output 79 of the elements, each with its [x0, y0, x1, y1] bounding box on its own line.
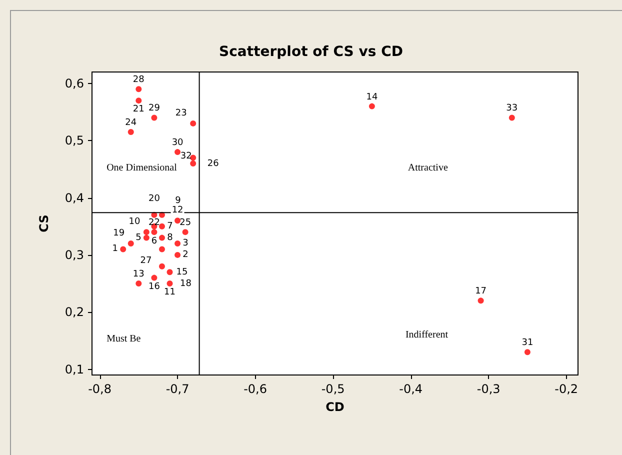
annotation: Attractive — [408, 162, 448, 174]
annotation: 7 — [167, 221, 173, 232]
point — [190, 160, 196, 166]
annotation: 24 — [125, 118, 137, 128]
annotation: 23 — [175, 108, 187, 118]
point — [136, 280, 142, 287]
point — [158, 246, 165, 252]
point — [151, 229, 158, 236]
annotation: 3 — [182, 238, 188, 249]
point — [158, 263, 165, 270]
annotation: 21 — [132, 104, 144, 115]
point — [143, 229, 150, 236]
y-axis-title: CS — [37, 214, 51, 232]
annotation: 30 — [172, 138, 184, 148]
x-tick-label: -0,3 — [476, 382, 500, 396]
point — [166, 269, 173, 276]
annotation: 18 — [180, 279, 192, 290]
point — [190, 120, 196, 126]
annotation: 8 — [167, 232, 174, 243]
y-tick-label: 0,1 — [64, 362, 84, 376]
x-tick-label: -0,8 — [88, 382, 112, 396]
point — [158, 234, 165, 241]
point — [368, 103, 375, 110]
annotation: 19 — [113, 228, 125, 239]
annotation: 27 — [140, 256, 152, 266]
point — [166, 280, 173, 287]
point — [151, 114, 158, 121]
point — [128, 240, 134, 247]
annotation: 2 — [182, 250, 188, 260]
x-tick-label: -0,7 — [166, 382, 190, 396]
point — [524, 349, 530, 356]
annotation: 9 — [175, 196, 182, 206]
annotation: 5 — [136, 232, 142, 243]
y-tick-label: 0,2 — [64, 305, 84, 320]
annotation: 29 — [148, 104, 160, 114]
x-tick-label: -0,6 — [244, 382, 268, 396]
annotation: One Dimensional — [106, 162, 178, 174]
y-tick-label: 0,4 — [64, 190, 84, 205]
point — [151, 274, 158, 281]
point — [174, 240, 181, 247]
annotation: 22 — [148, 218, 160, 228]
annotation: 15 — [176, 267, 188, 278]
point — [174, 149, 181, 156]
annotation: 11 — [164, 288, 176, 298]
annotation: 13 — [132, 270, 144, 280]
y-tick-label: 0,6 — [64, 76, 84, 90]
x-tick-label: -0,2 — [554, 382, 578, 396]
point — [136, 86, 142, 92]
annotation: Indifferent — [405, 330, 448, 341]
annotation: 14 — [366, 92, 378, 102]
chart-title: Scatterplot of CS vs CD — [219, 44, 403, 60]
x-tick-label: -0,5 — [321, 382, 345, 396]
point — [508, 114, 515, 121]
point — [158, 223, 165, 230]
annotation: 12 — [172, 206, 184, 216]
point — [136, 98, 142, 104]
annotation: 6 — [151, 236, 158, 246]
annotation: 32 — [180, 151, 192, 162]
point — [120, 246, 126, 252]
x-tick-label: -0,4 — [399, 382, 423, 396]
annotation: Must Be — [106, 333, 142, 344]
y-tick-label: 0,3 — [64, 248, 84, 262]
annotation: 16 — [148, 282, 160, 292]
annotation: 1 — [112, 244, 118, 254]
annotation: 10 — [128, 217, 140, 228]
annotation: 25 — [180, 218, 192, 228]
point — [478, 298, 484, 304]
point — [143, 234, 150, 241]
point — [182, 229, 188, 236]
annotation: 26 — [207, 158, 220, 169]
annotation: 28 — [132, 75, 145, 86]
annotation: 20 — [148, 194, 160, 204]
point — [174, 252, 181, 258]
annotation: 17 — [475, 286, 487, 297]
annotation: 33 — [506, 104, 518, 114]
y-tick-label: 0,5 — [64, 134, 84, 148]
annotation: 31 — [522, 338, 534, 348]
x-axis-title: CD — [326, 400, 344, 414]
point — [128, 129, 134, 136]
